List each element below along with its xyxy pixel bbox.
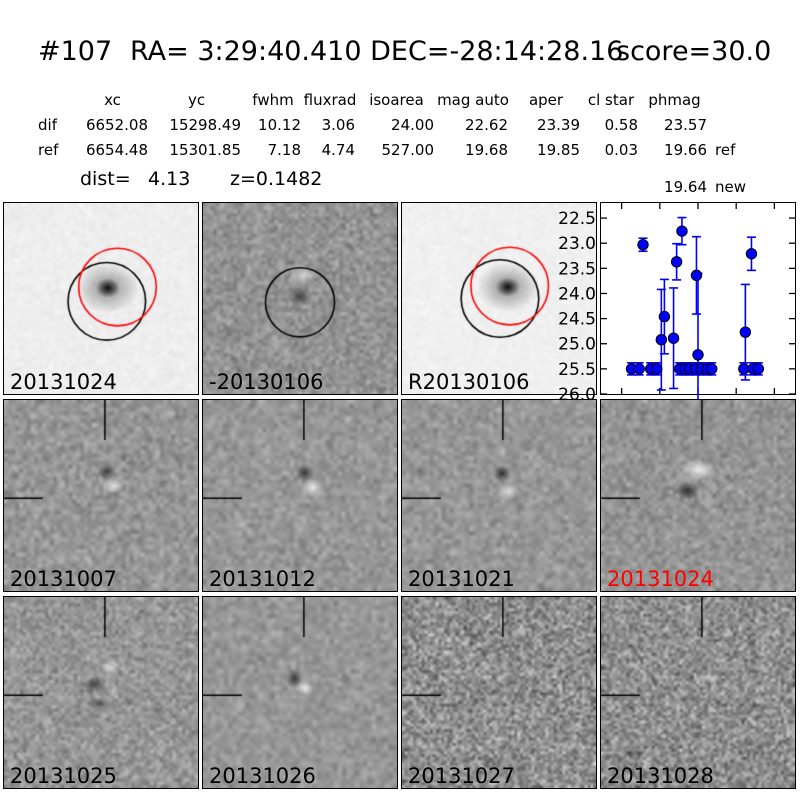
- col-header-cl-star: cl star: [587, 91, 635, 109]
- col-header: [709, 88, 764, 113]
- cutout-label: R20130106: [408, 370, 530, 394]
- phmag-new-value: 19.64: [664, 178, 707, 196]
- table-cell: 7.18: [267, 141, 301, 159]
- cutout-epoch-current: 20131024: [600, 399, 796, 592]
- svg-text:25.5: 25.5: [558, 360, 596, 380]
- cutout-label: 20131026: [209, 764, 316, 788]
- cutout-epoch: 20131026: [202, 596, 398, 789]
- cutout-image: [203, 597, 397, 788]
- table-cell: 4.74: [321, 141, 355, 159]
- cutout-image: [4, 203, 198, 394]
- table-cell: 15301.85: [169, 141, 241, 159]
- table-header-row: xc yc fwhm fluxrad isoarea mag auto aper…: [0, 88, 770, 113]
- table-cell: 3.06: [321, 116, 355, 134]
- table-cell: 23.57: [664, 116, 707, 134]
- cutout-epoch: 20131025: [3, 596, 199, 789]
- cutout-image: [402, 400, 596, 591]
- table-cell: 6654.48: [85, 141, 148, 159]
- table-cell: 19.66: [664, 141, 707, 159]
- candidate-score: score=30.0: [616, 36, 772, 67]
- table-cell: 23.39: [537, 116, 580, 134]
- col-header-xc: xc: [104, 91, 121, 109]
- table-cell: 527.00: [381, 141, 435, 159]
- cutout-image: [601, 400, 795, 591]
- table-cell: 22.62: [465, 116, 508, 134]
- col-header-fwhm: fwhm: [252, 91, 294, 109]
- table-row-dif: dif 6652.08 15298.49 10.12 3.06 24.00 22…: [0, 113, 770, 138]
- table-cell: 19.68: [465, 141, 508, 159]
- candidate-coords: RA= 3:29:40.410 DEC=-28:14:28.16: [130, 36, 624, 67]
- cutout-image: [203, 400, 397, 591]
- col-header-aper: aper: [528, 91, 564, 109]
- table-cell: ref: [38, 141, 59, 159]
- cutout-image: [4, 597, 198, 788]
- cutout-label: -20130106: [209, 370, 324, 394]
- candidate-id: #107: [38, 36, 113, 67]
- table-row-new-phmag: 19.64 new: [0, 175, 770, 200]
- header: #107 RA= 3:29:40.410 DEC=-28:14:28.16 sc…: [0, 36, 800, 67]
- table-cell: 15298.49: [169, 116, 241, 134]
- svg-text:24.0: 24.0: [558, 284, 596, 304]
- cutout-label: 20131027: [408, 764, 515, 788]
- col-header: [30, 88, 75, 113]
- cutout-label: 20131021: [408, 567, 515, 591]
- svg-text:22.5: 22.5: [558, 209, 596, 229]
- table-cell: 0.58: [604, 116, 638, 134]
- cutout-label: 20131024: [607, 567, 714, 591]
- cutout-ref-template: R20130106: [401, 202, 597, 395]
- dist-label: dist=: [80, 168, 131, 190]
- cutout-image: [203, 203, 397, 394]
- lightcurve-panel: −100−5005010022.523.023.524.024.525.025.…: [558, 202, 796, 438]
- cutout-label: 20131024: [10, 370, 117, 394]
- cutout-label: 20131028: [607, 764, 714, 788]
- cutout-label: 20131012: [209, 567, 316, 591]
- cutout-label: 20131025: [10, 764, 117, 788]
- table-cell: [709, 113, 764, 138]
- phmag-new-suffix: new: [715, 178, 747, 196]
- table-cell: 0.03: [604, 141, 638, 159]
- svg-text:24.5: 24.5: [558, 310, 596, 330]
- cutout-epoch: 20131021: [401, 399, 597, 592]
- cutout-epoch: 20131012: [202, 399, 398, 592]
- table-row-ref: ref 6654.48 15301.85 7.18 4.74 527.00 19…: [0, 138, 770, 163]
- cutout-image: [402, 597, 596, 788]
- svg-text:23.0: 23.0: [558, 234, 596, 254]
- cutout-label: 20131007: [10, 567, 117, 591]
- col-header-isoarea: isoarea: [369, 91, 424, 109]
- cutout-image: [601, 597, 795, 788]
- cutout-epoch: 20131027: [401, 596, 597, 789]
- svg-text:23.5: 23.5: [558, 259, 596, 279]
- cutout-grid: 20131024 -20130106 R20130106 −100−500501…: [3, 202, 797, 790]
- table-cell: dif: [38, 116, 57, 134]
- cutout-epoch: 20131007: [3, 399, 199, 592]
- table-cell: 6652.08: [85, 116, 148, 134]
- redshift-value: z=0.1482: [230, 168, 323, 190]
- table-cell: 19.85: [537, 141, 580, 159]
- cutout-image: [402, 203, 596, 394]
- col-header-fluxrad: fluxrad: [303, 91, 357, 109]
- col-header-mag-auto: mag auto: [437, 91, 509, 109]
- cutout-epoch: 20131028: [600, 596, 796, 789]
- table-cell: 24.00: [391, 116, 434, 134]
- table-cell: ref: [715, 141, 736, 159]
- col-header-yc: yc: [187, 91, 206, 109]
- cutout-new-template: 20131024: [3, 202, 199, 395]
- cutout-ref-subtracted: -20130106: [202, 202, 398, 395]
- lightcurve-plot: −100−5005010022.523.023.524.024.525.025.…: [558, 203, 795, 438]
- svg-text:25.0: 25.0: [558, 335, 596, 355]
- col-header-phmag: phmag: [648, 91, 701, 109]
- cutout-image: [4, 400, 198, 591]
- table-cell: 10.12: [258, 116, 301, 134]
- dist-value: 4.13: [148, 168, 191, 190]
- photometry-table: xc yc fwhm fluxrad isoarea mag auto aper…: [0, 88, 770, 200]
